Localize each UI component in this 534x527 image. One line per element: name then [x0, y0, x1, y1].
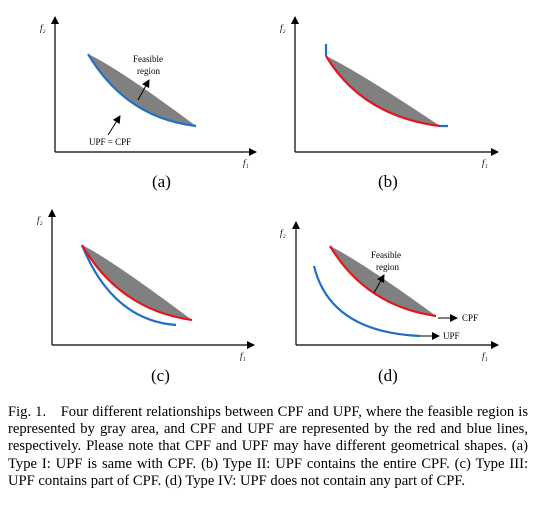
panel-c-cpf-curve: [81, 244, 193, 322]
panel-a-upf-cpf-arrow: [107, 115, 121, 136]
figure-caption: Fig. 1. Four different relationships bet…: [8, 404, 528, 489]
panel-d-feasible-label-line1: Feasible: [371, 250, 401, 260]
panel-d-upf-label: UPF: [443, 331, 460, 341]
panel-a-upf-cpf-curve: [87, 53, 197, 128]
panel-a-x-axis-label: f₁: [243, 158, 249, 168]
panel-d-upf-curve: [312, 265, 421, 338]
panel-a-y-axis-label: f₂: [40, 23, 46, 33]
panel-d-cpf-curve: [329, 245, 437, 318]
panel-d-cpf-label: CPF: [462, 313, 478, 323]
panel-b-y-axis-label: f₂: [280, 23, 286, 33]
figure-diagram: f₂ f₁ Feasible region UPF = CPF (a) f₂ f…: [37, 16, 499, 385]
panel-b-x-axis-label: f₁: [482, 158, 488, 168]
panel-c-label: (c): [151, 366, 170, 385]
panel-d-y-axis-label: f₂: [280, 228, 286, 238]
panel-b-upf-curve: [324, 44, 448, 128]
panel-a-feasible-region: [88, 54, 196, 126]
panel-d-feasible-label-line2: region: [376, 262, 399, 272]
panel-b-cpf-curve: [325, 55, 441, 128]
panel-d-label: (d): [378, 366, 398, 385]
panel-a-feasible-label-line2: region: [137, 66, 160, 76]
panel-a: f₂ f₁ Feasible region UPF = CPF (a): [40, 16, 257, 191]
panel-d-feasible-arrow: [373, 274, 385, 294]
panel-b-feasible-region: [326, 56, 440, 126]
panel-c-x-axis-label: f₁: [240, 351, 246, 361]
panel-c-y-axis-label: f₂: [37, 215, 43, 225]
panel-b: f₂ f₁ (b): [280, 16, 499, 191]
panel-c-upf-curve: [80, 244, 177, 327]
panel-c-feasible-region: [82, 245, 192, 320]
panel-a-feasible-label-line1: Feasible: [133, 54, 163, 64]
panel-b-label: (b): [378, 172, 398, 191]
panel-a-upf-cpf-label: UPF = CPF: [89, 137, 131, 147]
panel-c: f₂ f₁ (c): [37, 209, 255, 385]
panel-a-feasible-arrow: [137, 79, 150, 101]
panel-d-x-axis-label: f₁: [482, 351, 488, 361]
panel-d: f₂ f₁ Feasible region CPF UPF (d): [280, 221, 499, 385]
panel-a-label: (a): [152, 172, 171, 191]
